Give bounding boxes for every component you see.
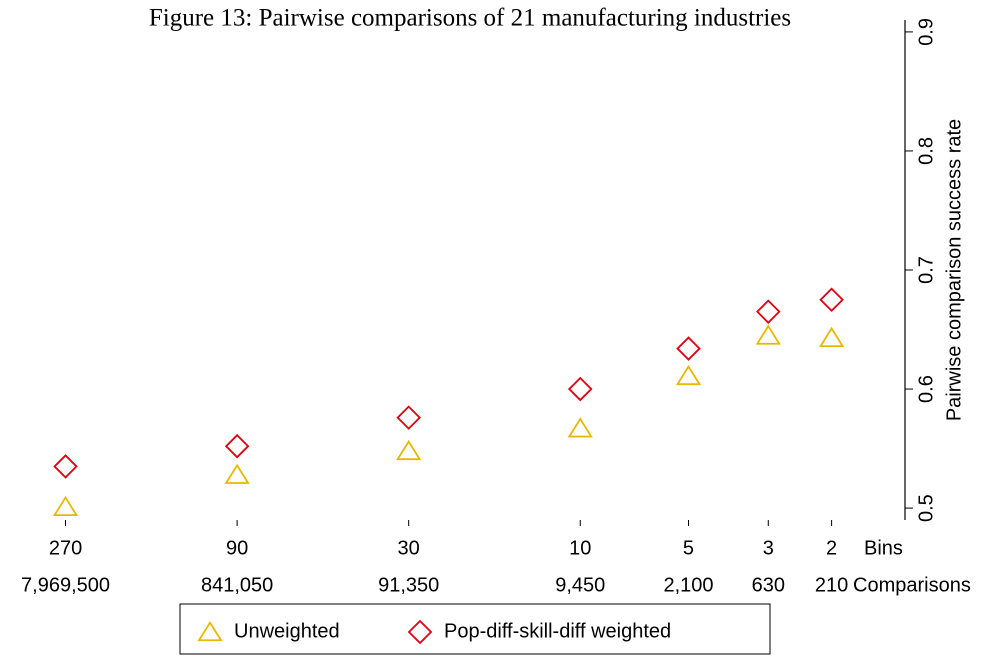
point <box>676 336 701 361</box>
legend-marker <box>197 620 223 642</box>
legend-box <box>179 603 771 655</box>
x2-tick-label: 91,350 <box>378 574 439 596</box>
point <box>756 299 781 324</box>
legend-marker <box>407 619 433 645</box>
x2-tick-label: 630 <box>752 574 785 596</box>
point <box>567 417 593 438</box>
point <box>396 405 421 430</box>
point <box>675 364 702 386</box>
x2-tick-label: 210 <box>815 574 848 596</box>
point <box>755 324 781 345</box>
point <box>818 326 845 348</box>
x-tick-label: 3 <box>763 537 774 559</box>
x-tick-label: 270 <box>49 537 82 559</box>
legend-label: Pop-diff-skill-diff weighted <box>444 620 671 642</box>
point <box>819 287 844 313</box>
point <box>567 376 593 402</box>
x-tick-label: 5 <box>683 537 694 559</box>
x-axis-label: Bins <box>864 537 903 559</box>
y-tick-label: 0.7 <box>915 256 937 284</box>
point <box>52 495 79 517</box>
y-tick-label: 0.8 <box>915 137 937 165</box>
x2-tick-label: 9,450 <box>555 574 605 596</box>
x2-tick-label: 2,100 <box>663 574 713 596</box>
y-axis-label: Pairwise comparison success rate <box>943 119 965 421</box>
y-tick-label: 0.5 <box>915 494 937 522</box>
x2-tick-label: 841,050 <box>201 574 273 596</box>
y-tick-label: 0.9 <box>915 18 937 46</box>
legend-label: Unweighted <box>234 620 340 642</box>
point <box>396 439 422 461</box>
y-tick-label: 0.6 <box>915 375 937 403</box>
x2-axis-label: Comparisons <box>853 574 971 596</box>
point <box>224 433 250 459</box>
x-tick-label: 90 <box>226 537 248 559</box>
x-tick-label: 30 <box>398 537 420 559</box>
x2-tick-label: 7,969,500 <box>21 574 110 596</box>
x-tick-label: 10 <box>569 537 591 559</box>
point <box>224 463 250 484</box>
chart-title: Figure 13: Pairwise comparisons of 21 ma… <box>149 5 791 32</box>
x-tick-label: 2 <box>826 537 837 559</box>
point <box>53 454 78 479</box>
